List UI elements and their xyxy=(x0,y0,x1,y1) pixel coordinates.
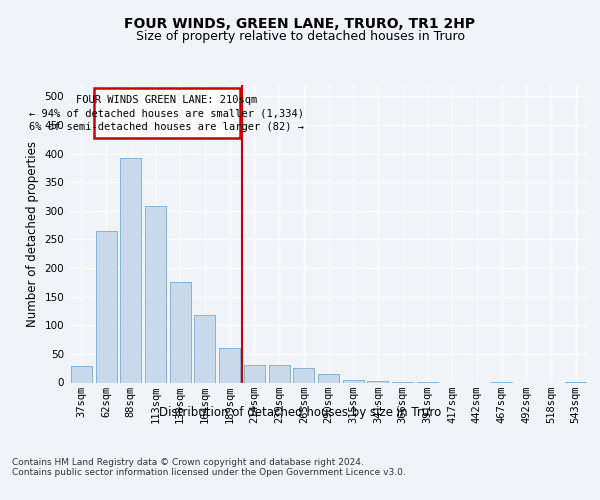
Bar xyxy=(244,366,265,382)
Bar xyxy=(120,158,141,382)
Text: 6% of semi-detached houses are larger (82) →: 6% of semi-detached houses are larger (8… xyxy=(29,122,304,132)
Bar xyxy=(269,366,290,382)
Text: Contains HM Land Registry data © Crown copyright and database right 2024.
Contai: Contains HM Land Registry data © Crown c… xyxy=(12,458,406,477)
Bar xyxy=(95,231,116,382)
Text: FOUR WINDS, GREEN LANE, TRURO, TR1 2HP: FOUR WINDS, GREEN LANE, TRURO, TR1 2HP xyxy=(124,18,476,32)
Bar xyxy=(219,348,240,382)
Bar xyxy=(343,380,364,382)
Text: Distribution of detached houses by size in Truro: Distribution of detached houses by size … xyxy=(159,406,441,419)
Bar xyxy=(145,206,166,382)
Bar xyxy=(170,282,191,382)
Bar xyxy=(293,368,314,382)
Bar xyxy=(194,315,215,382)
Y-axis label: Number of detached properties: Number of detached properties xyxy=(26,141,39,327)
Text: ← 94% of detached houses are smaller (1,334): ← 94% of detached houses are smaller (1,… xyxy=(29,108,304,118)
Bar xyxy=(318,374,339,382)
FancyBboxPatch shape xyxy=(94,88,239,138)
Text: Size of property relative to detached houses in Truro: Size of property relative to detached ho… xyxy=(136,30,464,43)
Text: FOUR WINDS GREEN LANE: 210sqm: FOUR WINDS GREEN LANE: 210sqm xyxy=(76,96,257,106)
Bar xyxy=(71,366,92,382)
